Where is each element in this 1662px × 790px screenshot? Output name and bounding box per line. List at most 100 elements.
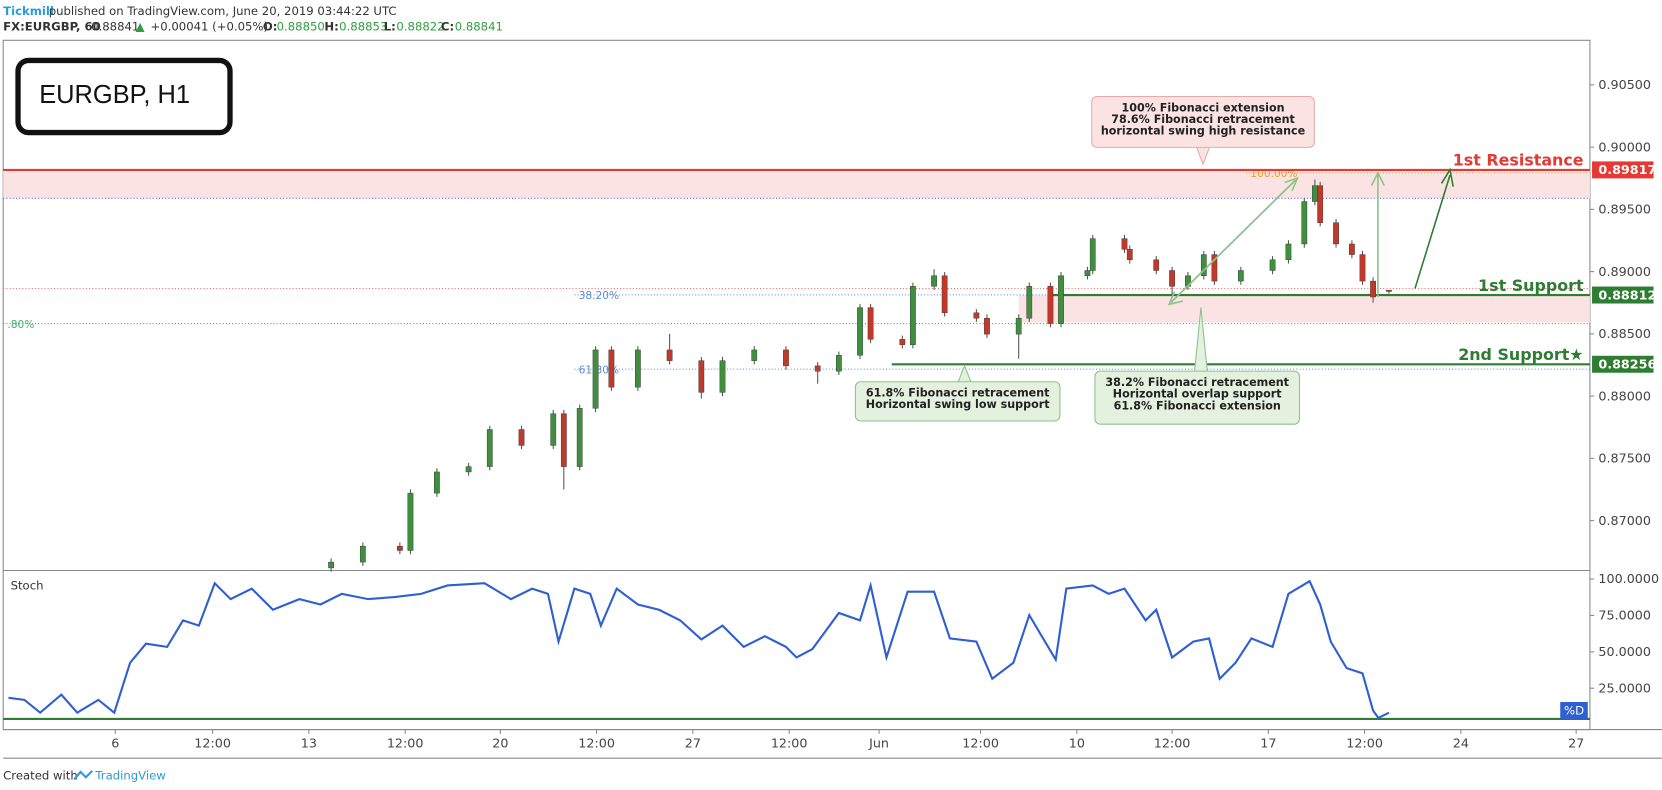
candle-body [814, 365, 821, 372]
annotation-line: horizontal swing high resistance [1101, 125, 1305, 138]
annotation-line: 78.6% Fibonacci retracement [1111, 113, 1295, 126]
annotation-line: 38.2% Fibonacci retracement [1105, 376, 1289, 389]
c: 0.88841 [455, 20, 503, 34]
level-name: 1st Resistance [1453, 151, 1584, 170]
legend-tag [1560, 701, 1588, 719]
x-tick-label: 12:00 [578, 736, 615, 751]
annotation-line: 61.8% Fibonacci retracement [866, 387, 1050, 400]
candle-body [1333, 222, 1339, 245]
annotation-pointer [1196, 147, 1210, 166]
candle-body [1359, 254, 1366, 282]
candle-body [899, 339, 906, 345]
main: 0.87000 0.87500 0.88000 0.88500 0.89000 0.895… [3, 77, 1659, 751]
candle-body [407, 492, 414, 551]
price-tag-label: 0.89817 [1598, 162, 1656, 177]
annotation-pointer [1194, 307, 1208, 372]
candle-body [1285, 243, 1292, 261]
candle-body [1312, 185, 1318, 202]
candle-body [867, 307, 874, 340]
candle-body [836, 355, 842, 372]
indicator-name: Stoch [11, 579, 44, 593]
l-label: L: [384, 20, 396, 34]
candle-body [486, 429, 493, 467]
x-tick-label: 12:00 [1346, 736, 1383, 751]
candle-body [1386, 290, 1392, 292]
annotation-line: Horizontal overlap support [1113, 388, 1282, 401]
candle-body [608, 349, 615, 388]
price-tag [1592, 355, 1654, 373]
arrow: ▲ [136, 20, 145, 34]
x-tick-label: 24 [1453, 736, 1469, 751]
y-tick-label: 0.90500 [1598, 77, 1651, 92]
candle-body [1370, 280, 1376, 298]
candle-body [592, 349, 599, 409]
zones [3, 169, 1590, 323]
brand: Tickmill [3, 4, 54, 18]
y-tick-label: 0.87000 [1598, 513, 1651, 528]
arrow-head [1370, 171, 1386, 186]
candle-body [910, 286, 916, 345]
candle-body [1153, 259, 1160, 271]
arrow-head [1440, 167, 1454, 187]
annotation-line: Horizontal swing low support [866, 398, 1050, 411]
candle-body [1047, 286, 1054, 324]
annotation-line: 100% Fibonacci extension [1122, 101, 1285, 114]
candle-body [550, 413, 557, 446]
price-tag [1592, 286, 1654, 304]
y-tick-label: 0.88000 [1598, 388, 1651, 403]
logo [73, 770, 93, 781]
candle-body [857, 307, 863, 356]
x-tick-label: 12:00 [771, 736, 808, 751]
candle-body [465, 466, 472, 473]
candle-body [1269, 259, 1276, 271]
candle-body [434, 471, 440, 494]
candle-body [1126, 249, 1133, 261]
candle-body [1058, 275, 1064, 324]
y-tick-label: 25.0000 [1598, 680, 1651, 695]
title: EURGBP, H1 [39, 81, 190, 109]
x-tick-label: 12:00 [1154, 736, 1191, 751]
candle-body [359, 545, 366, 563]
y-tick-label: 0.90000 [1598, 139, 1651, 154]
c-label: C: [441, 20, 454, 34]
last: 0.88841 [91, 20, 139, 34]
candle-body [1089, 238, 1096, 271]
fib-label: 38.20% [579, 290, 619, 302]
y-tick-label: 75.0000 [1598, 608, 1651, 623]
level-name: 2nd Support★ [1458, 345, 1583, 364]
price-tag [1592, 161, 1654, 179]
l: 0.88822 [396, 20, 444, 34]
x-tick-label: 27 [1568, 736, 1584, 751]
x-tick-label: 12:00 [962, 736, 999, 751]
y-tick-label: 0.89500 [1598, 202, 1651, 217]
candle-body [1317, 185, 1324, 223]
x-tick-label: 10 [1069, 736, 1085, 751]
candle-body [941, 275, 948, 314]
candle-body [666, 349, 673, 361]
candle-body [1349, 243, 1355, 255]
candle-body [783, 349, 789, 367]
footer-brand: TradingView [94, 768, 166, 782]
x-tick-label: 6 [111, 736, 119, 751]
candle-body [1237, 270, 1244, 282]
x-tick-label: 17 [1260, 736, 1276, 751]
annotation-box [854, 381, 1061, 422]
x-tick-label: 20 [492, 736, 508, 751]
candle-body [1026, 286, 1033, 319]
candle-body [518, 429, 525, 446]
level-name: 1st Support [1478, 276, 1584, 295]
candle-body [1121, 238, 1128, 250]
x-tick-label: 27 [685, 736, 701, 751]
annotation-pointer [957, 364, 972, 382]
h: 0.88853 [339, 20, 387, 34]
x-tick-label: 13 [301, 736, 317, 751]
published: published on TradingView.com, June 20, 2… [49, 4, 397, 18]
candle-body [635, 349, 641, 388]
candle-body [1015, 317, 1022, 335]
fib-label: 100.00% [1250, 168, 1297, 180]
zone [3, 169, 1590, 199]
drawings [1167, 167, 1454, 306]
